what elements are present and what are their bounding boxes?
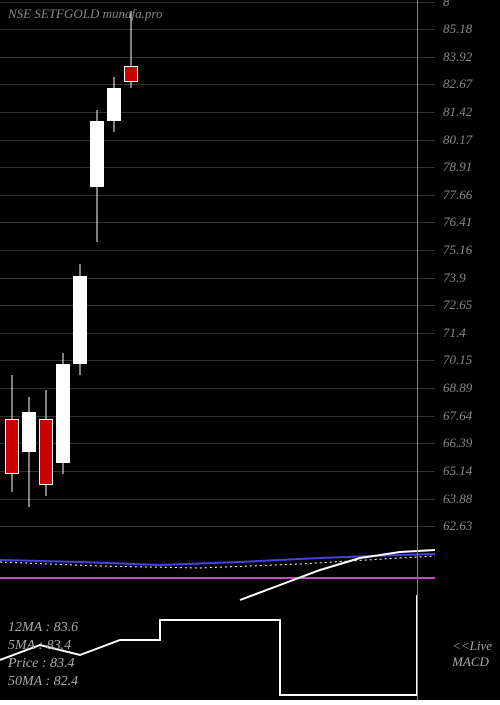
candle [107, 0, 121, 540]
candle-body [124, 66, 138, 81]
y-tick-label: 63.88 [443, 491, 472, 507]
y-tick-label: 72.65 [443, 297, 472, 313]
ma50-label: 50MA : 82.4 [8, 674, 78, 690]
live-cursor-line [417, 0, 418, 700]
y-tick-label: 83.92 [443, 49, 472, 65]
y-tick-label: 76.41 [443, 214, 472, 230]
ma12-label: 12MA : 83.6 [8, 620, 78, 636]
candle [73, 0, 87, 540]
candlesticks [0, 0, 435, 540]
y-tick-label: 67.64 [443, 408, 472, 424]
y-tick-label: 85.18 [443, 21, 472, 37]
candle [5, 0, 19, 540]
y-tick-label: 80.17 [443, 132, 472, 148]
y-tick-label: 62.63 [443, 518, 472, 534]
candle-body [73, 276, 87, 364]
chart-container: NSE SETFGOLD munafa.pro 8 85.18 83.92 82.67… [0, 0, 500, 700]
candle [90, 0, 104, 540]
candle [56, 0, 70, 540]
candle-body [107, 88, 121, 121]
candle-body [56, 364, 70, 463]
candle [39, 0, 53, 540]
y-tick-label: 77.66 [443, 187, 472, 203]
y-tick-label: 75.16 [443, 242, 472, 258]
y-tick-label: 71.4 [443, 325, 466, 341]
candle-body [5, 419, 19, 474]
y-tick-label: 81.42 [443, 104, 472, 120]
y-tick-label: 70.15 [443, 352, 472, 368]
macd-label: <<Live MACD [452, 638, 492, 670]
y-tick-label: 82.67 [443, 76, 472, 92]
chart-title: NSE SETFGOLD munafa.pro [8, 6, 162, 22]
y-tick-label: 66.39 [443, 435, 472, 451]
price-panel: NSE SETFGOLD munafa.pro 8 85.18 83.92 82.67… [0, 0, 500, 540]
stats-overlay: 12MA : 83.6 5MA : 83.4 Price : 83.4 50MA… [8, 620, 78, 692]
price-label: Price : 83.4 [8, 656, 78, 672]
ma5-label: 5MA : 83.4 [8, 638, 78, 654]
y-tick-label: 68.89 [443, 380, 472, 396]
candle-body [22, 412, 36, 452]
y-tick-label: 65.14 [443, 463, 472, 479]
y-tick-label: 73.9 [443, 270, 466, 286]
y-tick-label: 8 [443, 0, 450, 10]
candle [124, 0, 138, 540]
y-tick-label: 78.91 [443, 159, 472, 175]
candle-body [39, 419, 53, 485]
candle-body [90, 121, 104, 187]
candle [22, 0, 36, 540]
y-axis-labels: 8 85.18 83.92 82.67 81.42 80.17 78.91 77.66 76.4… [435, 0, 500, 540]
